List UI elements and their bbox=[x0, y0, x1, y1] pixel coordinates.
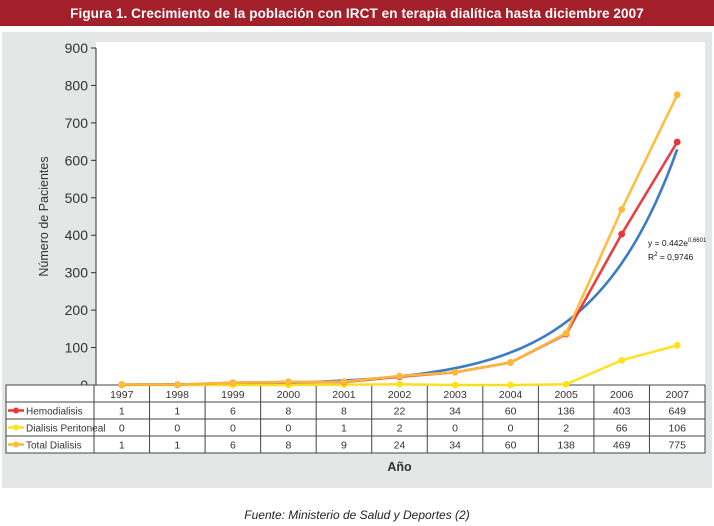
table-cell-value: 1 bbox=[119, 440, 125, 452]
y-tick-label: 300 bbox=[65, 265, 89, 281]
series-point bbox=[673, 91, 681, 99]
table-cell-value: 403 bbox=[613, 406, 631, 418]
legend-series-label: Hemodialisis bbox=[26, 407, 83, 418]
x-tick-label: 1997 bbox=[110, 389, 134, 401]
series-point bbox=[562, 380, 570, 388]
table-cell-value: 8 bbox=[285, 440, 291, 452]
x-axis-title: Año bbox=[387, 460, 412, 474]
legend-series-label: Dialisis Peritoneal bbox=[26, 424, 105, 435]
series-point bbox=[673, 138, 681, 146]
series-point bbox=[451, 381, 459, 389]
legend-key-marker bbox=[13, 441, 19, 448]
table-cell-value: 6 bbox=[230, 406, 236, 418]
table-cell-value: 136 bbox=[557, 406, 575, 418]
series-point bbox=[396, 380, 403, 388]
x-tick-label: 2001 bbox=[332, 389, 356, 401]
series-point bbox=[396, 372, 403, 380]
legend-key-marker bbox=[13, 407, 19, 414]
table-cell-value: 8 bbox=[285, 406, 291, 418]
table-cell-value: 106 bbox=[668, 423, 686, 435]
series-point bbox=[618, 230, 626, 238]
series-point bbox=[507, 359, 514, 366]
table-cell-value: 60 bbox=[505, 406, 517, 418]
y-tick-label: 100 bbox=[65, 340, 89, 356]
y-tick-label: 500 bbox=[65, 190, 89, 206]
line-chart: 0100200300400500600700800900Número de Pa… bbox=[5, 40, 707, 474]
table-cell-value: 1 bbox=[119, 406, 125, 418]
table-cell-value: 0 bbox=[174, 423, 180, 435]
series-point bbox=[562, 329, 570, 337]
figure-title: Figura 1. Crecimiento de la población co… bbox=[0, 0, 714, 26]
y-tick-label: 200 bbox=[65, 302, 89, 318]
series-point bbox=[673, 341, 681, 349]
table-cell-value: 0 bbox=[452, 423, 458, 435]
y-axis-title: Número de Pacientes bbox=[37, 156, 51, 276]
table-cell-value: 66 bbox=[616, 423, 628, 435]
series-point bbox=[285, 378, 292, 386]
x-tick-label: 2003 bbox=[443, 389, 467, 401]
table-cell-value: 0 bbox=[285, 423, 291, 435]
y-tick-label: 400 bbox=[65, 227, 89, 243]
series-point bbox=[118, 381, 126, 389]
table-cell-value: 60 bbox=[505, 440, 517, 452]
legend-series-label: Total Dialisis bbox=[26, 441, 82, 452]
y-tick-label: 800 bbox=[65, 77, 89, 93]
series-point bbox=[173, 381, 181, 389]
table-cell-value: 469 bbox=[613, 440, 631, 452]
table-cell-value: 24 bbox=[394, 440, 406, 452]
table-cell-value: 1 bbox=[174, 440, 180, 452]
series-point bbox=[618, 356, 626, 364]
table-cell-value: 34 bbox=[449, 440, 461, 452]
source-footer: Fuente: Ministerio de Salud y Deportes (… bbox=[244, 508, 470, 522]
series-point bbox=[618, 205, 626, 213]
series-point bbox=[451, 368, 459, 376]
x-tick-label: 2004 bbox=[499, 389, 523, 401]
table-cell-value: 0 bbox=[119, 423, 125, 435]
trendline-r2: R2 = 0,9746 bbox=[648, 252, 693, 262]
series-point bbox=[507, 381, 514, 389]
table-cell-value: 9 bbox=[341, 440, 347, 452]
table-cell-value: 775 bbox=[668, 440, 686, 452]
chart-panel: 0100200300400500600700800900Número de Pa… bbox=[2, 32, 712, 488]
y-tick-label: 700 bbox=[65, 115, 89, 131]
legend-key-marker bbox=[13, 424, 19, 431]
table-cell-value: 2 bbox=[563, 423, 569, 435]
table-cell-value: 649 bbox=[668, 406, 686, 418]
table-cell-value: 0 bbox=[508, 423, 514, 435]
y-tick-label: 900 bbox=[65, 40, 89, 56]
table-cell-value: 1 bbox=[341, 423, 347, 435]
table-cell-value: 2 bbox=[397, 423, 403, 435]
table-cell-value: 34 bbox=[449, 406, 461, 418]
series-point bbox=[229, 379, 237, 387]
plot-area bbox=[96, 42, 705, 385]
x-tick-label: 1998 bbox=[166, 389, 190, 401]
x-tick-label: 2002 bbox=[388, 389, 412, 401]
table-cell-value: 0 bbox=[230, 423, 236, 435]
trendline-equation: y = 0.442e0,6601 bbox=[648, 238, 707, 248]
table-cell-value: 138 bbox=[557, 440, 575, 452]
x-tick-label: 2007 bbox=[666, 389, 690, 401]
table-cell-value: 6 bbox=[230, 440, 236, 452]
series-point bbox=[340, 378, 348, 386]
table-cell-value: 8 bbox=[341, 406, 347, 418]
table-cell-value: 1 bbox=[174, 406, 180, 418]
x-tick-label: 2005 bbox=[554, 389, 578, 401]
x-tick-label: 2000 bbox=[277, 389, 301, 401]
table-cell-value: 22 bbox=[394, 406, 406, 418]
x-tick-label: 1999 bbox=[221, 389, 245, 401]
y-tick-label: 600 bbox=[65, 152, 89, 168]
x-tick-label: 2006 bbox=[610, 389, 634, 401]
